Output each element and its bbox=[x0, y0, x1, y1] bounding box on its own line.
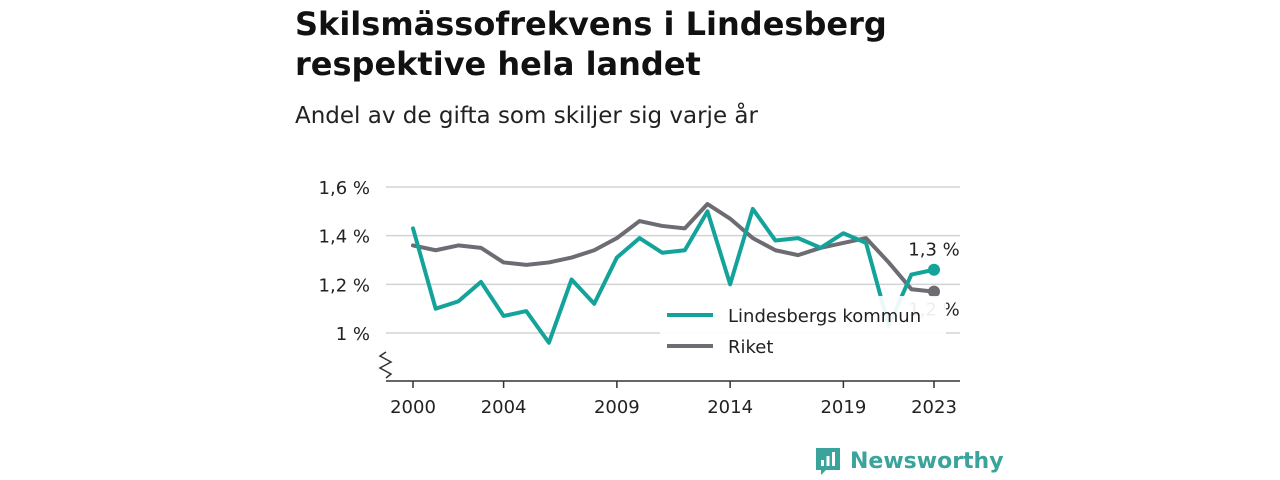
series-line-riket bbox=[411, 202, 936, 294]
y-tick-label: 1,2 % bbox=[319, 275, 370, 296]
newsworthy-brand: Newsworthy bbox=[814, 446, 1004, 476]
series-end-point bbox=[928, 263, 940, 276]
x-axis-tick-labels: 2000 2004 2009 2014 2019 2023 bbox=[390, 397, 957, 418]
chart-title: Skilsmässofrekvens i Lindesberg respekti… bbox=[295, 5, 887, 83]
y-tick-label: 1,4 % bbox=[319, 227, 370, 248]
series-end-label: 1,3 % bbox=[908, 240, 959, 261]
y-tick-label: 1 % bbox=[336, 324, 370, 345]
x-tick-label: 2019 bbox=[820, 397, 866, 418]
chart-subtitle: Andel av de gifta som skiljer sig varje … bbox=[295, 103, 758, 129]
x-tick-label: 2009 bbox=[594, 397, 640, 418]
series-lines bbox=[411, 202, 936, 345]
series-end-point bbox=[928, 285, 940, 298]
legend: Lindesbergs kommun Riket bbox=[660, 296, 946, 368]
brand-name: Newsworthy bbox=[850, 448, 1004, 474]
line-chart: 1 %1,2 %1,4 %1,6 % 2000 2004 2009 2014 2019 2… bbox=[319, 178, 960, 418]
y-axis-tick-labels: 1 % 1,2 % 1,4 % 1,6 % bbox=[319, 178, 370, 345]
x-tick-label: 2014 bbox=[707, 397, 753, 418]
x-tick-label: 2000 bbox=[390, 397, 436, 418]
axis-break-icon bbox=[378, 351, 393, 379]
legend-label-riket: Riket bbox=[728, 337, 773, 358]
legend-background bbox=[660, 296, 946, 368]
x-axis bbox=[378, 351, 960, 388]
legend-label-lindesberg: Lindesbergs kommun bbox=[728, 306, 921, 327]
x-tick-label: 2004 bbox=[481, 397, 527, 418]
newsworthy-logo-icon bbox=[816, 448, 840, 475]
y-tick-label: 1,6 % bbox=[319, 178, 370, 199]
series-line-lindesberg bbox=[411, 206, 936, 345]
x-tick-label: 2023 bbox=[911, 397, 957, 418]
